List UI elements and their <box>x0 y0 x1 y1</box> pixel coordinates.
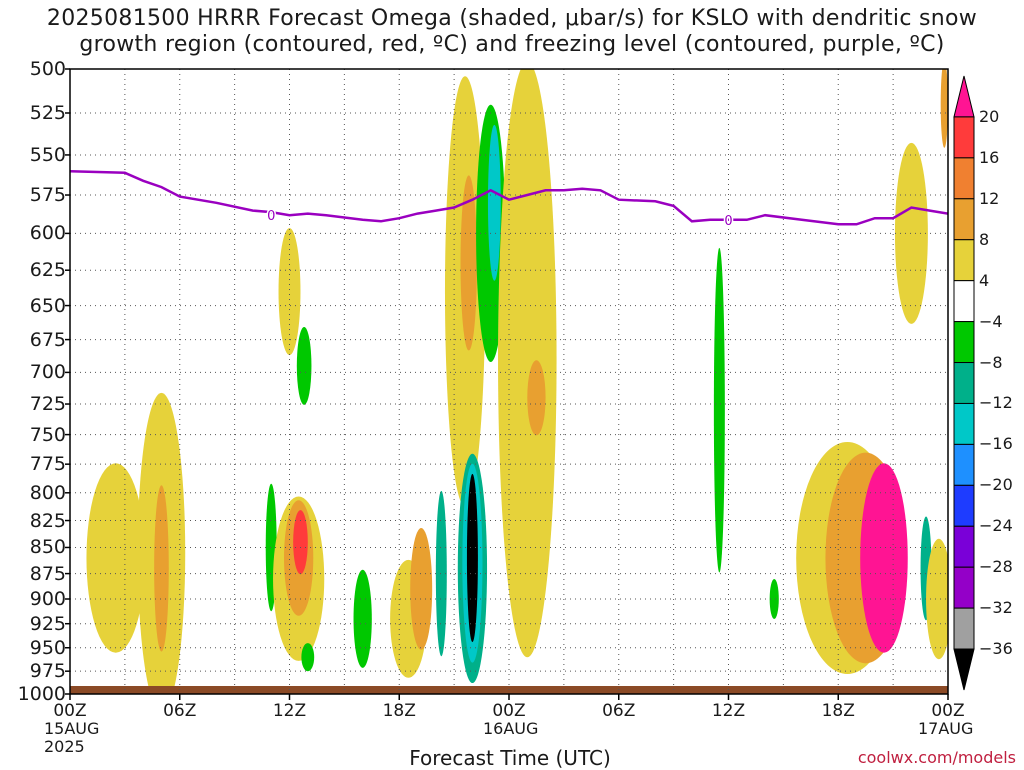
omega-region-21 <box>498 69 557 658</box>
colorbar-swatch-13 <box>953 607 975 650</box>
colorbar-label: −4 <box>979 311 1003 331</box>
colorbar-swatch-2 <box>953 157 975 200</box>
colorbar-label: −32 <box>979 598 1013 618</box>
colorbar-swatch-1 <box>953 116 975 159</box>
omega-region-3 <box>278 228 301 356</box>
y-tick-label: 800 <box>29 481 66 504</box>
omega-region-30 <box>926 538 948 660</box>
grid-lines <box>70 69 948 694</box>
y-tick-label: 525 <box>29 101 66 124</box>
freezing-level-line <box>70 169 948 226</box>
y-tick-label: 825 <box>29 509 66 532</box>
y-tick-label: 725 <box>29 393 66 416</box>
y-tick-label: 750 <box>29 423 66 446</box>
omega-region-0 <box>86 463 145 653</box>
colorbar-label: 4 <box>979 270 990 290</box>
colorbar-swatch-11 <box>953 525 975 568</box>
omega-region-27 <box>860 463 908 653</box>
y-tick-label: 600 <box>29 222 66 245</box>
omega-region-12 <box>410 528 433 650</box>
omega-region-15 <box>460 175 477 351</box>
omega-region-18 <box>466 473 478 643</box>
omega-region-31 <box>940 69 948 148</box>
y-tick-label: 675 <box>29 328 66 351</box>
colorbar-swatch-5 <box>953 280 975 323</box>
y-tick-label: 700 <box>29 361 66 384</box>
omega-region-22 <box>527 360 546 436</box>
colorbar-swatch-0 <box>953 75 975 118</box>
x-tick-label: 00Z <box>53 701 87 721</box>
omega-region-4 <box>296 326 312 405</box>
x-tick-label: 00Z <box>931 701 965 721</box>
colorbar-swatch-7 <box>953 362 975 404</box>
x-axis-title: Forecast Time (UTC) <box>409 746 611 770</box>
colorbar-label: −8 <box>979 352 1003 372</box>
freezing-level-label-1: 0 <box>724 214 732 229</box>
freezing-level-label-0: 0 <box>267 209 275 224</box>
x-tick-label: 00Z <box>492 701 526 721</box>
x-tick-label: 18Z <box>821 701 855 721</box>
colorbar-swatch-4 <box>953 239 975 282</box>
y-tick-label: 650 <box>29 294 66 317</box>
colorbar-swatch-6 <box>953 321 975 364</box>
colorbar-swatch-9 <box>953 443 975 486</box>
colorbar-label: −28 <box>979 557 1013 577</box>
x-tick-label: 06Z <box>602 701 636 721</box>
colorbar-label: −16 <box>979 434 1013 454</box>
colorbar-swatch-3 <box>953 198 975 241</box>
omega-region-2 <box>154 485 169 652</box>
colorbar-label: 12 <box>979 188 1000 208</box>
x-date-label: 2025 <box>44 737 85 756</box>
x-tick-label: 12Z <box>272 701 307 721</box>
colorbar-label: −24 <box>979 516 1013 536</box>
y-tick-label: 950 <box>29 636 66 659</box>
y-tick-label: 1000 <box>17 683 66 705</box>
colorbar-label: 16 <box>979 147 1000 167</box>
omega-regions <box>86 69 948 694</box>
colorbar-swatch-8 <box>953 402 975 445</box>
title-line-2: growth region (contoured, red, ºC) and f… <box>79 32 945 57</box>
colorbar-label: 20 <box>979 106 1000 126</box>
x-date-label: 15AUG <box>44 719 100 738</box>
colorbar-swatch-10 <box>953 484 975 527</box>
y-tick-label: 975 <box>29 660 66 683</box>
y-tick-label: 500 <box>29 58 66 80</box>
axis-ticks <box>65 68 949 700</box>
y-tick-label: 875 <box>29 562 66 585</box>
omega-region-24 <box>769 578 779 620</box>
colorbar-label: 8 <box>979 229 990 249</box>
y-tick-label: 625 <box>29 259 66 282</box>
y-tick-label: 925 <box>29 612 66 635</box>
colorbar-label: −20 <box>979 475 1013 495</box>
y-tick-label: 550 <box>29 143 66 166</box>
colorbar-label: −12 <box>979 393 1013 413</box>
y-tick-label: 900 <box>29 587 66 610</box>
title-line-1: 2025081500 HRRR Forecast Omega (shaded, … <box>46 6 978 31</box>
x-date-label: 16AUG <box>483 719 539 738</box>
credit-link[interactable]: coolwx.com/models <box>857 748 1016 767</box>
omega-region-13 <box>435 490 447 657</box>
omega-region-10 <box>353 569 372 668</box>
colorbar <box>953 75 975 691</box>
colorbar-swatch-12 <box>953 566 975 609</box>
chart-title: 2025081500 HRRR Forecast Omega (shaded, … <box>0 6 1024 58</box>
x-tick-label: 18Z <box>382 701 416 721</box>
omega-region-8 <box>293 510 308 575</box>
x-tick-label: 06Z <box>163 701 197 721</box>
omega-region-23 <box>713 247 725 573</box>
x-date-label: 17AUG <box>918 719 974 738</box>
colorbar-label: −36 <box>979 639 1013 659</box>
y-tick-label: 775 <box>29 453 66 476</box>
omega-region-9 <box>301 643 315 672</box>
omega-region-20 <box>487 124 501 281</box>
colorbar-swatch-14 <box>953 648 975 691</box>
omega-region-28 <box>894 142 928 324</box>
y-tick-label: 850 <box>29 536 66 559</box>
x-tick-label: 12Z <box>711 701 746 721</box>
y-tick-label: 575 <box>29 184 66 207</box>
